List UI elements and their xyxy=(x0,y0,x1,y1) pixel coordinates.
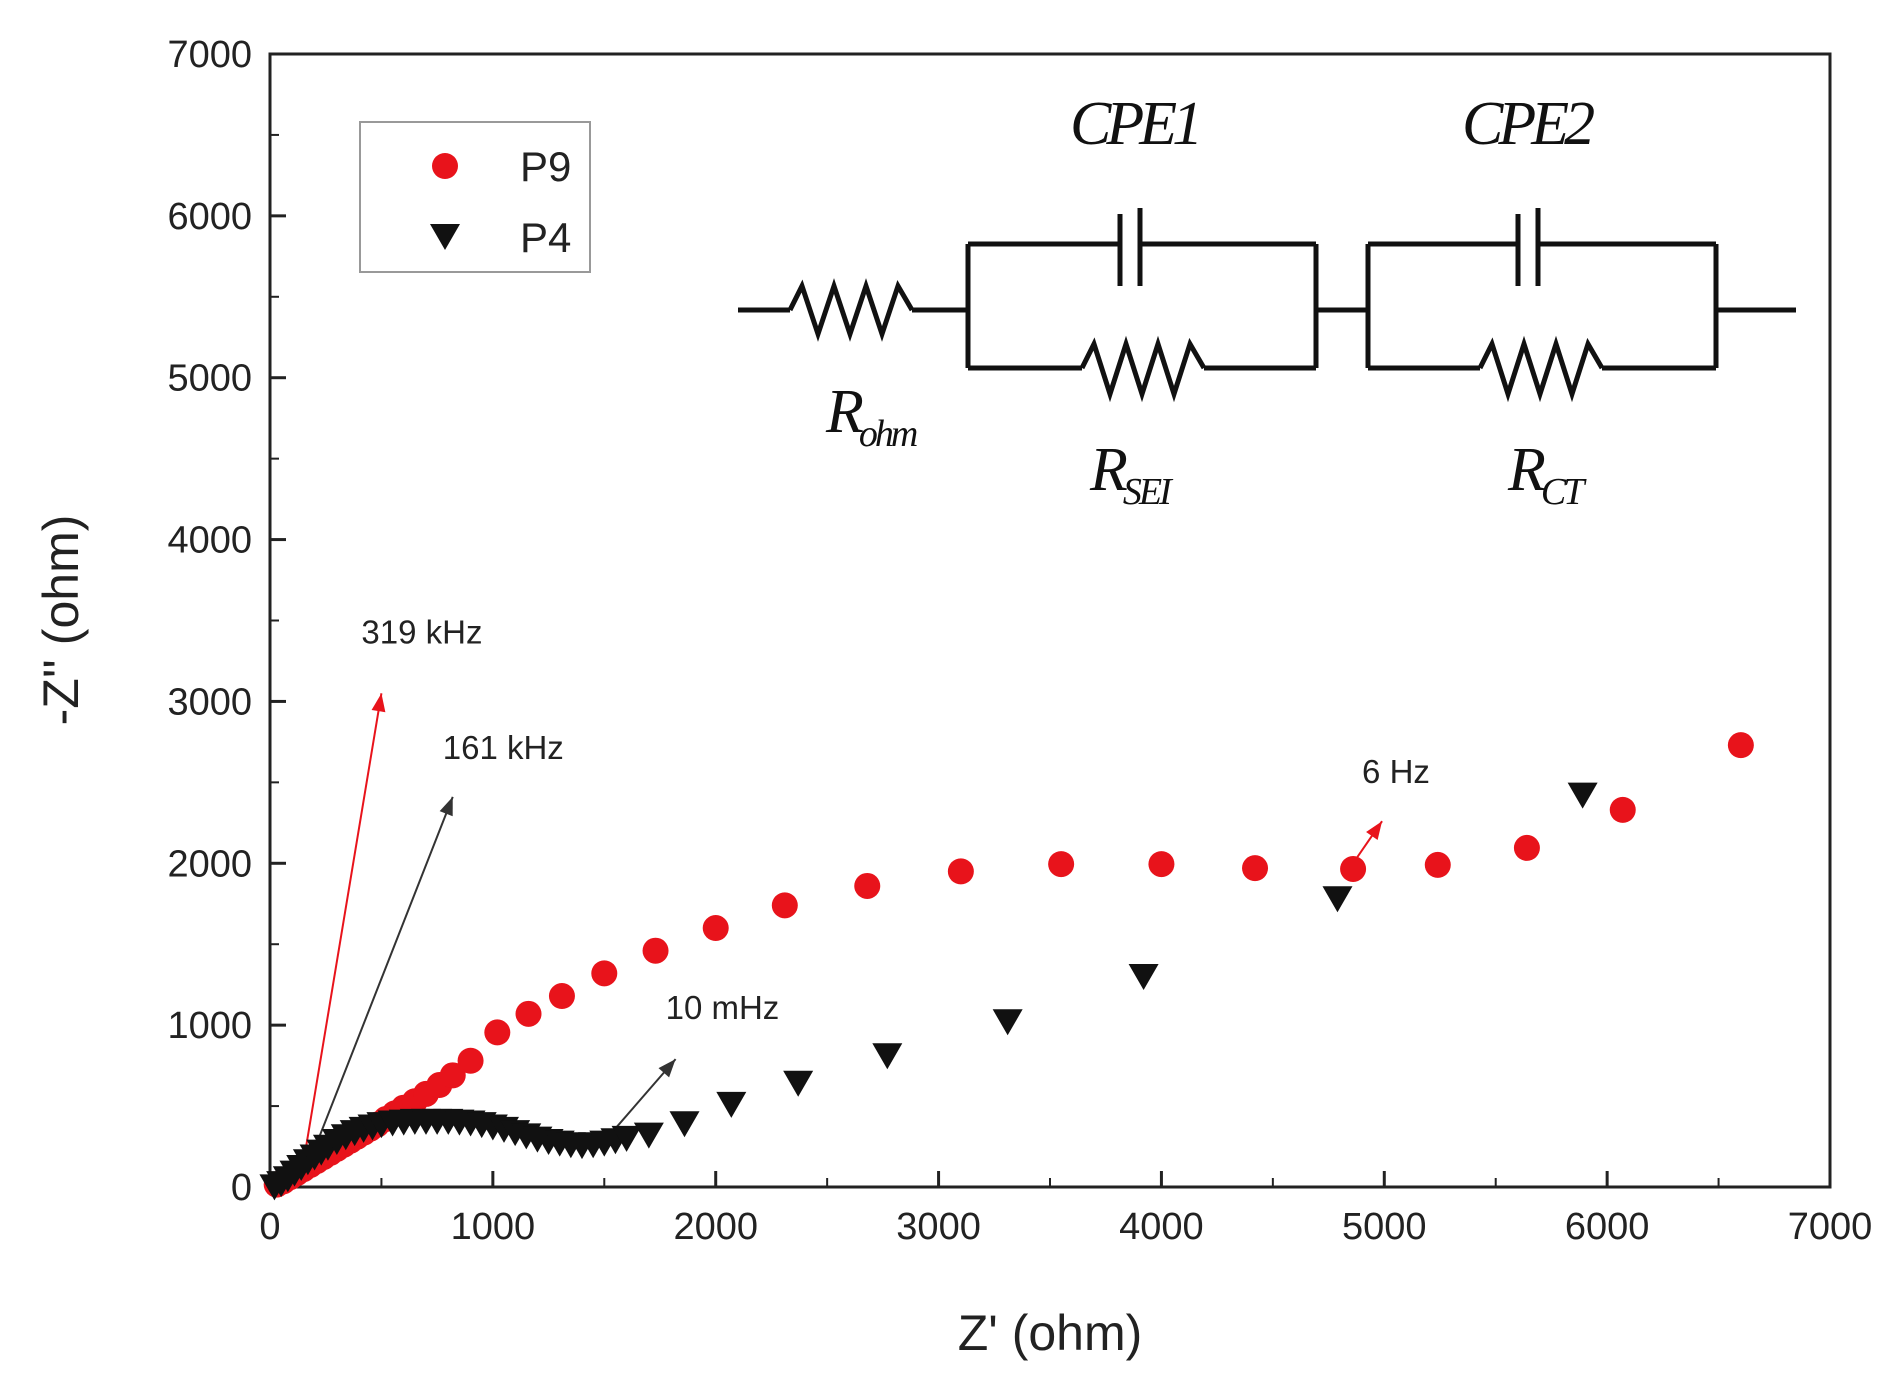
legend: P9 P4 xyxy=(359,121,591,273)
p4-point xyxy=(1322,886,1353,913)
y-tick-label: 5000 xyxy=(167,358,252,400)
legend-p9-label: P9 xyxy=(520,143,571,190)
x-tick-label: 1000 xyxy=(451,1206,536,1248)
p9-point xyxy=(947,858,974,885)
x-tick-label: 5000 xyxy=(1342,1206,1427,1248)
x-axis: 0 1000 2000 3000 4000 5000 6000 7000 xyxy=(259,1171,1872,1248)
y-axis-title: -Z'' (ohm) xyxy=(33,515,89,726)
y-tick-label: 6000 xyxy=(167,196,252,238)
r-ohm-main: R xyxy=(825,378,863,446)
legend-p4-marker xyxy=(430,224,460,250)
p9-point xyxy=(1048,851,1075,878)
y-tick-label: 3000 xyxy=(167,681,252,723)
annotation-label: 319 kHz xyxy=(361,613,482,650)
p9-point xyxy=(1513,834,1540,861)
annotation-label: 10 mHz xyxy=(666,989,780,1026)
p9-point xyxy=(591,960,618,987)
x-tick-label: 6000 xyxy=(1565,1206,1650,1248)
x-tick-label: 4000 xyxy=(1119,1206,1204,1248)
p4-point xyxy=(872,1043,903,1070)
p4-point xyxy=(633,1122,664,1149)
r-sei-main: R xyxy=(1089,436,1127,504)
p9-point xyxy=(548,983,575,1010)
legend-box xyxy=(359,121,591,273)
cpe2-label: CPE2 xyxy=(1462,90,1594,158)
r-ct-sub: CT xyxy=(1541,471,1587,513)
annotation-arrow-head xyxy=(1366,821,1383,840)
y-tick-label: 0 xyxy=(231,1167,252,1209)
series-p4 xyxy=(259,782,1598,1201)
legend-p9-marker xyxy=(432,153,458,179)
p4-point xyxy=(716,1091,747,1118)
p9-point xyxy=(1424,851,1451,878)
annotation-arrow-line xyxy=(311,796,454,1155)
p9-point xyxy=(484,1019,511,1046)
p9-point xyxy=(1242,855,1269,882)
p4-point xyxy=(611,1125,642,1152)
p9-point xyxy=(642,937,669,964)
r-sei-label: RSEI xyxy=(1089,436,1174,513)
x-tick-label: 0 xyxy=(259,1206,280,1248)
p4-point xyxy=(783,1070,814,1097)
p9-point xyxy=(854,872,881,899)
resistor-rct xyxy=(1477,335,1605,403)
p4-point xyxy=(1567,782,1598,809)
resistor-rohm xyxy=(787,278,915,342)
x-tick-label: 3000 xyxy=(896,1206,981,1248)
p9-point xyxy=(1609,796,1636,823)
r-ct-label: RCT xyxy=(1507,436,1587,513)
legend-p4-label: P4 xyxy=(520,214,571,261)
r-ohm-label: Rohm xyxy=(825,378,917,455)
y-tick-label: 2000 xyxy=(167,843,252,885)
equivalent-circuit xyxy=(738,208,1796,403)
y-axis: 0 1000 2000 3000 4000 5000 6000 7000 xyxy=(167,34,286,1209)
y-tick-label: 4000 xyxy=(167,520,252,562)
x-tick-label: 2000 xyxy=(673,1206,758,1248)
annotation-arrow-line xyxy=(302,693,383,1163)
p9-point xyxy=(515,1000,542,1027)
y-tick-label: 1000 xyxy=(167,1005,252,1047)
p4-point xyxy=(669,1111,700,1138)
annotation-arrow-head xyxy=(371,693,386,713)
p9-point xyxy=(439,1062,466,1089)
p9-point xyxy=(1340,855,1367,882)
resistor-rsei xyxy=(1079,335,1207,403)
p9-point xyxy=(702,915,729,942)
p4-point xyxy=(992,1009,1023,1036)
annotation-arrow-head xyxy=(439,796,453,817)
annotation-label: 161 kHz xyxy=(443,729,564,766)
annotation-arrow-head xyxy=(658,1059,676,1078)
annotation-label: 6 Hz xyxy=(1362,753,1430,790)
p4-point xyxy=(1128,963,1159,990)
x-tick-label: 7000 xyxy=(1788,1206,1873,1248)
y-tick-label: 7000 xyxy=(167,34,252,76)
r-ct-main: R xyxy=(1507,436,1545,504)
cpe1-label: CPE1 xyxy=(1070,90,1198,158)
r-sei-sub: SEI xyxy=(1123,471,1174,513)
r-ohm-sub: ohm xyxy=(859,413,917,455)
x-axis-title: Z' (ohm) xyxy=(958,1305,1143,1361)
p9-point xyxy=(457,1047,484,1074)
p9-point xyxy=(771,892,798,919)
p9-point xyxy=(1148,851,1175,878)
p9-point xyxy=(1727,732,1754,759)
